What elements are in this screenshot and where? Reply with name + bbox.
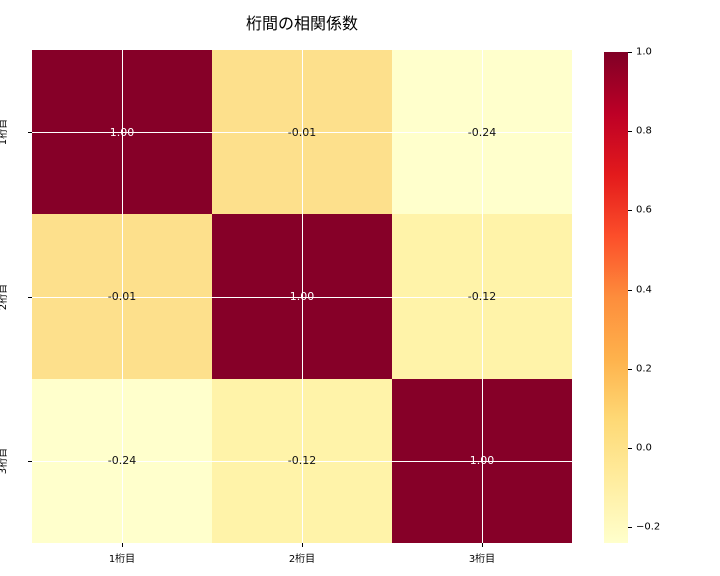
cell-value: -0.01 (107, 289, 137, 303)
colorbar-tick (628, 447, 632, 449)
colorbar-tick-label: 0.4 (636, 284, 652, 296)
cell-value: -0.12 (287, 454, 317, 468)
cell-value: -0.01 (287, 125, 317, 139)
colorbar-tick-label: −0.2 (636, 521, 661, 533)
x-tick-label: 1桁目 (108, 554, 136, 565)
gridline-horizontal (32, 296, 572, 298)
colorbar-tick (628, 210, 632, 212)
y-tick (28, 132, 32, 134)
x-tick-label: 2桁目 (288, 554, 316, 565)
x-tick (482, 543, 483, 547)
colorbar-tick-label: 0.2 (636, 363, 652, 375)
x-tick-label: 3桁目 (468, 554, 496, 565)
x-tick (122, 543, 123, 547)
y-tick-label: 2桁目 (0, 283, 9, 310)
cell-value: 1.00 (289, 289, 315, 303)
colorbar-tick-label: 0.0 (636, 442, 652, 454)
colorbar-tick-label: 0.6 (636, 204, 652, 216)
cell-value: 1.00 (109, 125, 135, 139)
colorbar: 1.0 0.8 0.6 0.4 0.2 0.0 −0.2 (604, 47, 660, 543)
colorbar-tick (628, 289, 632, 291)
colorbar-tick (628, 131, 632, 133)
colorbar-tick (628, 527, 632, 529)
colorbar-tick (628, 368, 632, 370)
colorbar-tick (628, 52, 632, 53)
x-tick (302, 543, 303, 547)
gridline-vertical (482, 50, 483, 543)
y-tick-label: 1桁目 (0, 118, 9, 146)
colorbar-tick-label: 1.0 (636, 46, 652, 58)
cell-value: 1.00 (469, 454, 495, 468)
cell-value: -0.24 (107, 454, 137, 468)
y-tick (28, 296, 32, 298)
heatmap: 1.00 -0.01 -0.24 -0.01 1.00 -0.12 -0.24 -0.12 1.… (32, 50, 572, 543)
cell-value: -0.12 (467, 289, 497, 303)
y-tick (28, 460, 32, 462)
y-tick-label: 3桁目 (0, 447, 9, 475)
chart-title: 桁間の相関係数 (245, 14, 358, 33)
cell-value: -0.24 (467, 125, 497, 139)
colorbar-tick-label: 0.8 (636, 125, 652, 137)
gridline-horizontal (32, 460, 572, 462)
